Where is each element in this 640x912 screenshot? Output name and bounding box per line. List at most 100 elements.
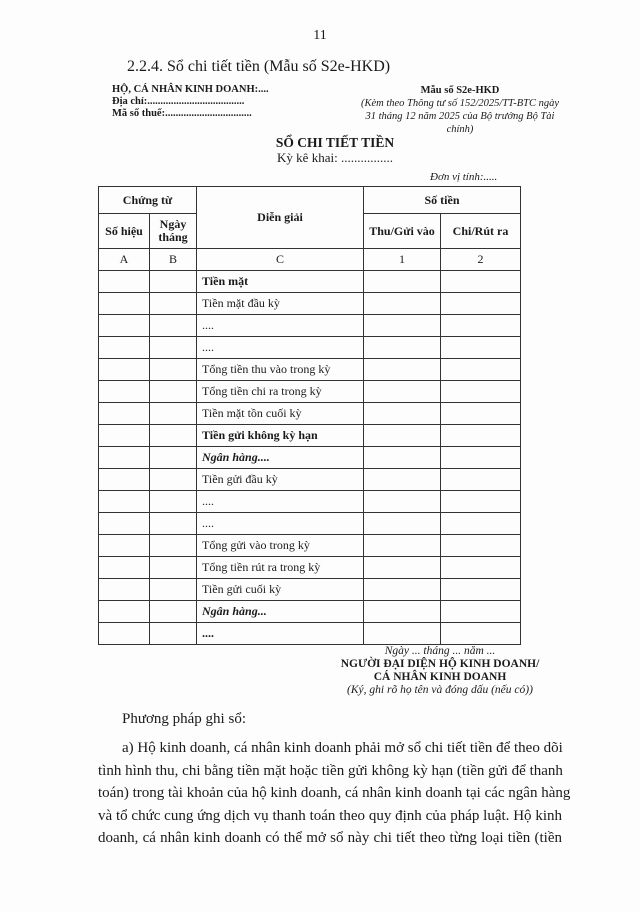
column-code-row: A B C 1 2: [98, 248, 521, 271]
expense-cell: [440, 490, 521, 513]
table-row: Tiền gửi cuối kỳ: [98, 578, 521, 601]
income-cell: [363, 600, 441, 623]
voucher-group-header: Chứng từ: [98, 186, 197, 214]
description-cell: Tiền mặt tồn cuối kỳ: [196, 402, 364, 425]
voucher-number-cell: [98, 468, 150, 491]
code-cell: B: [149, 248, 197, 271]
description-cell: ....: [196, 314, 364, 337]
page-number: 11: [313, 28, 327, 43]
form-code: Mẫu số S2e-HKD: [420, 85, 500, 96]
income-cell: [363, 490, 441, 513]
expense-cell: [440, 424, 521, 447]
income-cell: [363, 380, 441, 403]
description-cell: Tổng gửi vào trong kỳ: [196, 534, 364, 557]
description-cell: ....: [196, 622, 364, 645]
code-cell: A: [98, 248, 150, 271]
table-row: ....: [98, 336, 521, 359]
description-header: Diễn giải: [196, 186, 364, 249]
voucher-number-cell: [98, 402, 150, 425]
table-row: Tổng tiền chi ra trong kỳ: [98, 380, 521, 403]
voucher-number-cell: [98, 446, 150, 469]
voucher-date-cell: [149, 622, 197, 645]
voucher-date-cell: [149, 556, 197, 579]
code-cell: 2: [440, 248, 521, 271]
income-header: Thu/Gửi vào: [363, 213, 441, 249]
table-row: ....: [98, 314, 521, 337]
expense-cell: [440, 468, 521, 491]
voucher-date-cell: [149, 490, 197, 513]
description-cell: Tiền gửi không kỳ hạn: [196, 424, 364, 447]
table-row: Tiền mặt tồn cuối kỳ: [98, 402, 521, 425]
method-paragraph: a) Hộ kinh doanh, cá nhân kinh doanh phả…: [98, 737, 571, 850]
voucher-number-cell: [98, 556, 150, 579]
table-row: ....: [98, 512, 521, 535]
voucher-number-cell: [98, 270, 150, 293]
address-field: Địa chỉ:................................…: [112, 96, 245, 107]
signature-date: Ngày ... tháng ... năm ...: [384, 645, 496, 657]
form-legal-note: (Kèm theo Thông tư số 152/2025/TT-BTC ng…: [360, 98, 560, 135]
voucher-date-cell: [149, 292, 197, 315]
voucher-number-cell: [98, 512, 150, 535]
voucher-number-cell: [98, 292, 150, 315]
code-cell: 1: [363, 248, 441, 271]
voucher-number-header: Số hiệu: [98, 213, 150, 249]
expense-cell: [440, 336, 521, 359]
income-cell: [363, 402, 441, 425]
voucher-number-cell: [98, 578, 150, 601]
expense-cell: [440, 270, 521, 293]
expense-cell: [440, 622, 521, 645]
code-cell: C: [196, 248, 364, 271]
description-cell: Tiền gửi đầu kỳ: [196, 468, 364, 491]
expense-cell: [440, 534, 521, 557]
table-row: Tiền mặt: [98, 270, 521, 293]
declaration-period: Kỳ kê khai: ................: [277, 150, 393, 165]
voucher-date-cell: [149, 336, 197, 359]
voucher-date-header: Ngày tháng: [149, 213, 197, 249]
description-cell: Tiền mặt đầu kỳ: [196, 292, 364, 315]
income-cell: [363, 512, 441, 535]
voucher-date-cell: [149, 270, 197, 293]
voucher-number-cell: [98, 358, 150, 381]
voucher-number-cell: [98, 380, 150, 403]
signature-instruction: (Ký, ghi rõ họ tên và đóng dấu (nếu có)): [347, 684, 533, 696]
income-cell: [363, 314, 441, 337]
voucher-date-cell: [149, 358, 197, 381]
expense-cell: [440, 358, 521, 381]
description-cell: Ngân hàng....: [196, 446, 364, 469]
paragraph-line: a) Hộ kinh doanh, cá nhân kinh doanh phả…: [122, 740, 563, 756]
voucher-date-cell: [149, 600, 197, 623]
table-row: Tiền mặt đầu kỳ: [98, 292, 521, 315]
voucher-number-cell: [98, 622, 150, 645]
expense-cell: [440, 292, 521, 315]
paragraph-line: và tổ chức cung ứng dịch vụ thanh toán t…: [98, 807, 562, 824]
voucher-date-cell: [149, 314, 197, 337]
signature-role-line2: CÁ NHÂN KINH DOANH: [373, 671, 507, 683]
ledger-title: SỔ CHI TIẾT TIỀN: [275, 135, 395, 150]
table-row: ....: [98, 622, 521, 645]
voucher-number-cell: [98, 534, 150, 557]
voucher-date-cell: [149, 424, 197, 447]
description-cell: Tổng tiền thu vào trong kỳ: [196, 358, 364, 381]
table-row: Tiền gửi không kỳ hạn: [98, 424, 521, 447]
expense-cell: [440, 556, 521, 579]
expense-cell: [440, 314, 521, 337]
paragraph-line: toán) trong tài khoản của hộ kinh doanh,…: [98, 785, 571, 802]
method-heading: Phương pháp ghi sổ:: [122, 711, 246, 727]
voucher-date-cell: [149, 578, 197, 601]
voucher-date-cell: [149, 512, 197, 535]
description-cell: Tiền gửi cuối kỳ: [196, 578, 364, 601]
expense-cell: [440, 380, 521, 403]
table-row: Tiền gửi đầu kỳ: [98, 468, 521, 491]
income-cell: [363, 556, 441, 579]
expense-cell: [440, 578, 521, 601]
voucher-number-cell: [98, 336, 150, 359]
description-cell: Tổng tiền chi ra trong kỳ: [196, 380, 364, 403]
table-row: Ngân hàng....: [98, 446, 521, 469]
description-cell: ....: [196, 336, 364, 359]
expense-cell: [440, 600, 521, 623]
income-cell: [363, 424, 441, 447]
table-row: Ngân hàng...: [98, 600, 521, 623]
income-cell: [363, 358, 441, 381]
income-cell: [363, 446, 441, 469]
table-row: Tổng tiền thu vào trong kỳ: [98, 358, 521, 381]
